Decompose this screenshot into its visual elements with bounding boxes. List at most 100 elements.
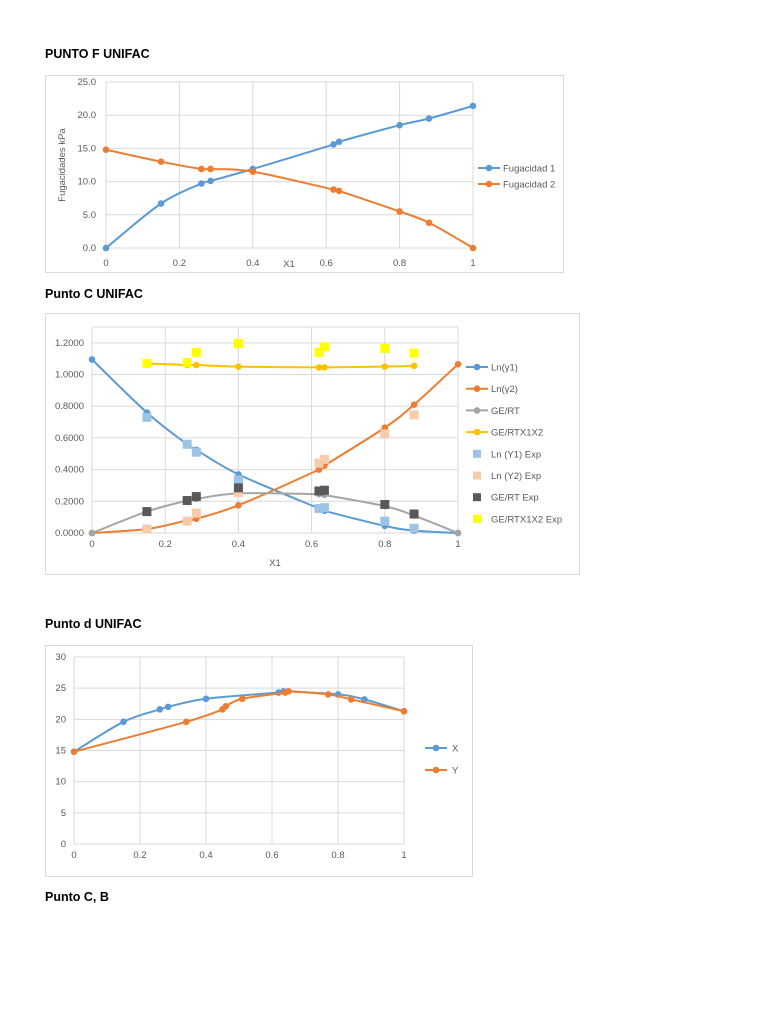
y-tick-label: 25.0	[78, 77, 97, 88]
y-tick-label: 0.2000	[55, 496, 84, 507]
data-point	[182, 358, 192, 368]
y-tick-label: 1.2000	[55, 338, 84, 349]
data-point	[454, 360, 462, 368]
data-point	[330, 141, 337, 148]
x-tick-label: 0.8	[393, 258, 406, 269]
y-tick-label: 10	[55, 777, 66, 788]
data-point	[380, 516, 390, 526]
data-point	[319, 485, 329, 495]
x-tick-label: 0.2	[133, 850, 146, 861]
data-point	[142, 358, 152, 368]
x-tick-label: 0.8	[378, 539, 391, 550]
legend-label: X	[452, 744, 459, 755]
data-point	[193, 361, 200, 369]
data-point	[314, 347, 324, 357]
data-point	[120, 718, 127, 726]
data-point	[191, 347, 201, 357]
chart-3: 0 5 10 15 20 25 30 0 0.2 0.4 0.6 0.8 1 XY	[55, 652, 459, 861]
legend-marker	[485, 180, 493, 188]
data-point	[182, 496, 192, 506]
y-tick-label: 15	[55, 746, 66, 757]
y-tick-label: 20.0	[78, 110, 97, 121]
y-tick-label: 0.8000	[55, 401, 84, 412]
data-point	[207, 177, 214, 185]
data-point	[222, 702, 230, 710]
data-point	[70, 748, 78, 756]
data-point	[239, 695, 246, 703]
data-point	[319, 503, 329, 513]
x-tick-label: 0.6	[305, 539, 318, 550]
data-point	[198, 180, 205, 187]
data-point	[380, 343, 390, 353]
legend-label: Ln(γ1)	[491, 363, 518, 374]
data-point	[191, 492, 201, 502]
legend-label: Y	[452, 766, 459, 777]
x-tick-label: 0.6	[265, 850, 278, 861]
data-point	[330, 186, 337, 193]
data-point	[233, 483, 243, 493]
legend-marker	[473, 363, 481, 371]
y-tick-label: 0.0000	[55, 528, 84, 539]
legend-marker	[485, 164, 493, 172]
x-tick-label: 0.4	[199, 850, 212, 861]
chart-1: 0.0 5.0 10.0 15.0 20.0 25.0 0 0.2 0.4 0.6 0.8 1 X1 Fu…	[57, 77, 555, 270]
legend-marker	[473, 385, 481, 393]
data-point	[409, 523, 419, 533]
legend-marker	[473, 493, 481, 502]
chart-2: 0.0000 0.2000 0.4000 0.6000 0.8000 1.0000 1.20…	[55, 326, 562, 569]
data-point	[380, 429, 390, 439]
series-ge-rtx1x2-exp	[142, 339, 419, 368]
data-point	[207, 165, 214, 173]
y-tick-label: 0.0	[83, 243, 96, 254]
data-point	[469, 102, 477, 110]
data-point	[233, 475, 243, 485]
y-tick-label: 0	[61, 839, 66, 850]
legend-label: Ln (Y1) Exp	[491, 449, 541, 460]
heading-punto-cb: Punto C, B	[45, 890, 109, 904]
x-tick-label: 0.4	[232, 539, 245, 550]
y-tick-label: 0.6000	[55, 433, 84, 444]
x-tick-label: 1	[455, 539, 460, 550]
data-point	[142, 524, 152, 534]
y-axis-title: Fugacidades kPa	[57, 128, 68, 202]
legend-marker	[473, 449, 481, 458]
legend-label: Fugacidad 2	[503, 180, 555, 191]
data-point	[235, 501, 242, 509]
x-tick-label: 1	[470, 258, 475, 269]
data-point	[285, 687, 292, 695]
legend-marker	[473, 471, 481, 480]
y-tick-label: 20	[55, 714, 66, 725]
data-point	[409, 348, 419, 358]
data-point	[409, 509, 419, 519]
data-point	[335, 187, 343, 195]
data-point	[410, 362, 418, 370]
data-point	[191, 447, 201, 457]
x-tick-label: 0	[89, 539, 94, 550]
data-point	[233, 488, 243, 498]
data-point	[469, 244, 477, 252]
legend-marker	[432, 766, 440, 774]
x-axis-title: X1	[269, 558, 281, 569]
y-tick-label: 0.4000	[55, 465, 84, 476]
series-line	[105, 104, 474, 249]
data-point	[315, 466, 323, 473]
y-tick-label: 25	[55, 683, 66, 694]
legend-label: GE/RTX1X2 Exp	[491, 514, 562, 525]
legend-marker	[473, 407, 481, 414]
data-point	[315, 364, 323, 371]
series-y	[70, 687, 408, 756]
x-tick-label: 0	[71, 850, 76, 861]
y-tick-label: 30	[55, 652, 66, 663]
legend-marker	[432, 744, 440, 752]
data-point	[88, 356, 96, 363]
data-point	[396, 208, 403, 215]
data-point	[164, 703, 172, 711]
series-fugacidad-1	[102, 102, 477, 252]
legend-marker	[473, 514, 481, 523]
x-axis-title: X1	[283, 259, 295, 270]
legend-label: Fugacidad 1	[503, 164, 555, 175]
legend-marker	[473, 428, 481, 436]
data-point	[321, 364, 328, 371]
data-point	[324, 691, 332, 698]
